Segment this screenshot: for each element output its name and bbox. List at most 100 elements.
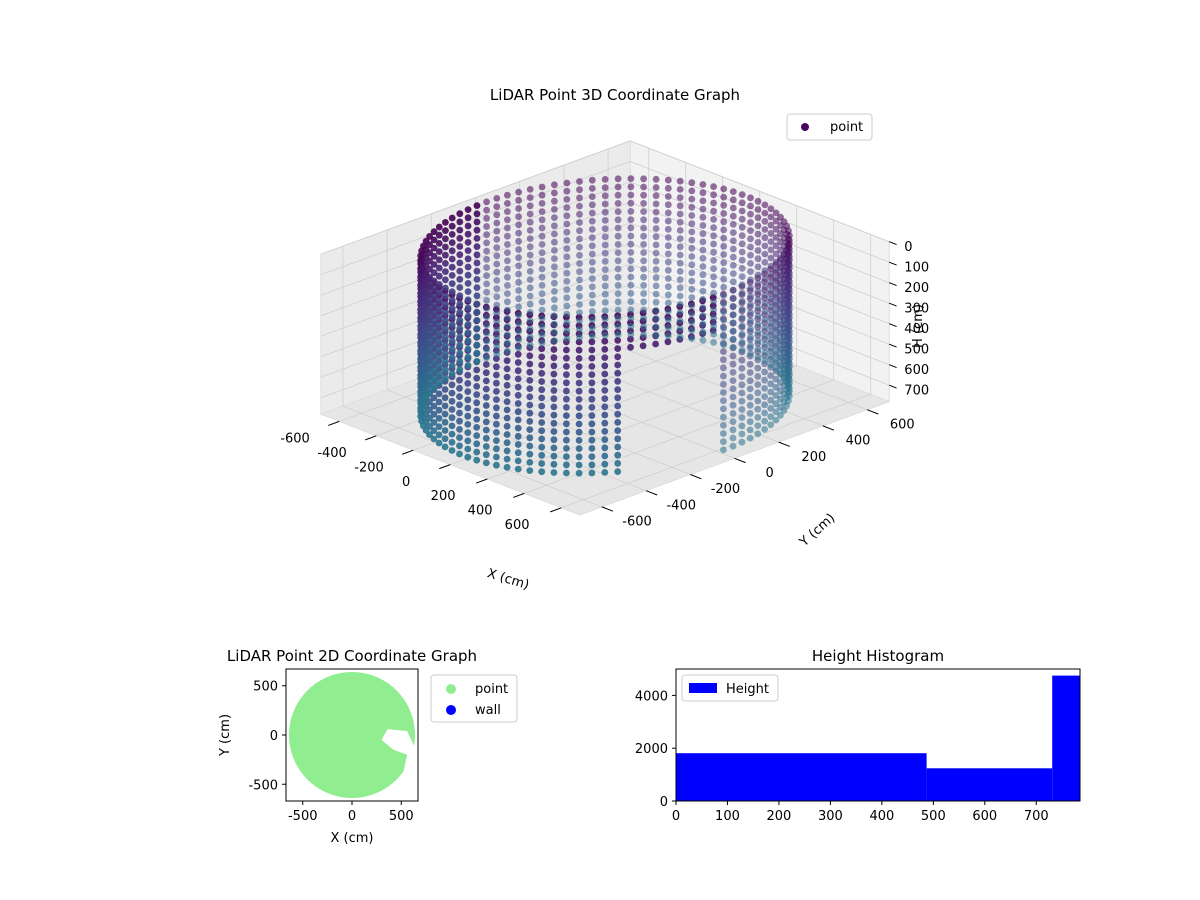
data-point [729, 270, 737, 277]
data-point [503, 357, 511, 365]
data-point [699, 304, 707, 311]
data-point [526, 243, 534, 251]
data-point [473, 358, 481, 365]
data-point [503, 439, 511, 447]
data-point [435, 415, 443, 422]
data-point [738, 356, 746, 364]
data-point [761, 417, 768, 425]
data-point [464, 337, 472, 345]
data-point [710, 257, 717, 264]
data-point [627, 216, 635, 224]
data-point [761, 226, 769, 233]
data-point [538, 468, 546, 476]
data-point [493, 453, 500, 461]
chart-3d: LiDAR Point 3D Coordinate Graph -600 -400… [280, 86, 929, 593]
data-point [627, 343, 634, 351]
data-point [430, 236, 438, 244]
data-point [588, 193, 596, 201]
data-point [430, 367, 438, 375]
data-point [550, 346, 558, 353]
data-point [538, 419, 546, 426]
data-point [761, 299, 769, 307]
data-point [601, 370, 609, 378]
data-point [729, 303, 737, 310]
data-point [464, 362, 472, 369]
data-point [526, 434, 534, 442]
data-point [747, 210, 754, 218]
data-point [435, 240, 443, 247]
data-point [747, 243, 754, 251]
data-point [588, 436, 596, 444]
data-point [576, 268, 583, 276]
data-point [614, 435, 622, 443]
data-point [614, 443, 622, 451]
data-point [761, 209, 769, 217]
data-point [614, 345, 622, 352]
data-point [526, 352, 534, 360]
histogram-bar [676, 753, 927, 801]
data-point [747, 202, 754, 210]
data-point [538, 427, 546, 435]
data-point [710, 322, 717, 330]
data-point [526, 341, 534, 349]
data-point [729, 434, 737, 442]
data-point [563, 212, 571, 220]
y-tick-label: 500 [253, 680, 278, 695]
data-point [442, 333, 449, 341]
data-point [550, 362, 558, 370]
data-point [738, 232, 746, 240]
data-point [720, 193, 728, 201]
data-point [588, 363, 596, 370]
data-point [504, 339, 511, 347]
data-point [746, 369, 754, 376]
data-point [640, 290, 647, 297]
data-point [504, 200, 511, 207]
chart-2d-point-cloud [289, 672, 415, 798]
data-point [482, 443, 490, 450]
data-point [699, 312, 707, 320]
grid-line-z [630, 140, 890, 243]
z-tick [889, 302, 897, 307]
data-point [777, 263, 784, 270]
data-point [777, 412, 784, 419]
data-point [640, 208, 647, 216]
data-point [761, 234, 769, 242]
data-point [538, 306, 546, 314]
data-point [464, 247, 472, 255]
data-point [747, 342, 754, 349]
data-point [575, 461, 583, 469]
data-point [493, 293, 501, 301]
data-point [664, 225, 672, 233]
data-point [526, 309, 534, 316]
data-point [538, 249, 546, 256]
data-point [777, 361, 784, 369]
data-point [652, 241, 660, 249]
data-point [588, 404, 596, 411]
data-point [754, 247, 762, 254]
y-tick-label: -200 [711, 482, 741, 497]
data-point [652, 266, 660, 273]
data-point [601, 274, 609, 282]
data-point [688, 335, 696, 342]
data-point [503, 390, 511, 397]
data-point [761, 283, 769, 291]
data-point [777, 254, 784, 262]
data-point [614, 451, 622, 459]
z-tick-label: 600 [904, 363, 929, 378]
data-point [526, 325, 534, 333]
data-point [526, 186, 534, 193]
data-point [588, 308, 596, 315]
data-point [767, 287, 775, 295]
data-point [538, 273, 546, 281]
y-tick [690, 474, 702, 480]
data-point [563, 310, 571, 318]
x-tick-label: 700 [1024, 809, 1049, 824]
data-point [601, 403, 609, 411]
data-point [640, 298, 647, 306]
data-point [729, 229, 737, 237]
data-point [435, 406, 443, 414]
data-point [767, 303, 775, 311]
data-point [448, 381, 456, 389]
data-point [754, 214, 762, 222]
data-point [551, 296, 558, 303]
